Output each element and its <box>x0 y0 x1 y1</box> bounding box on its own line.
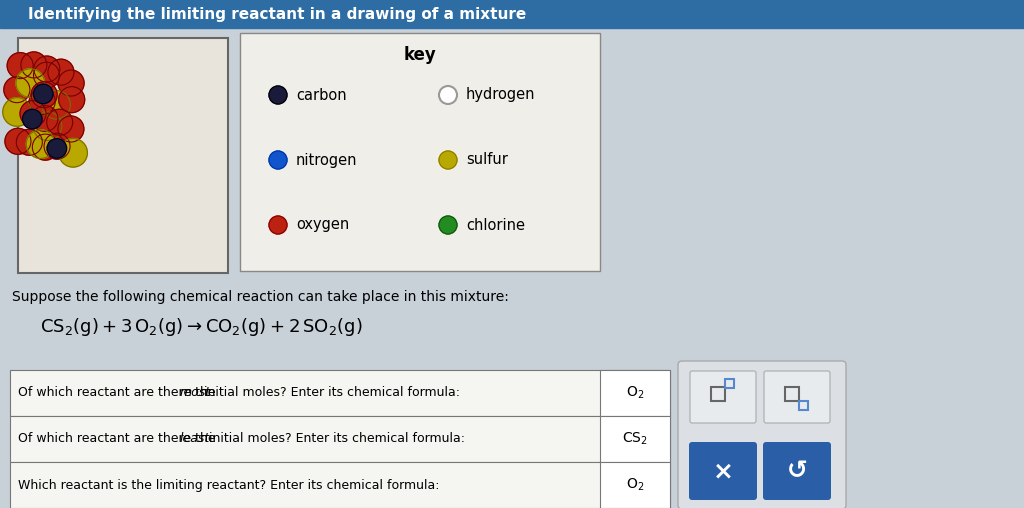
Text: hydrogen: hydrogen <box>466 87 536 103</box>
Circle shape <box>31 82 57 108</box>
Text: CS$_2$: CS$_2$ <box>622 431 648 447</box>
FancyBboxPatch shape <box>690 371 756 423</box>
Text: least: least <box>179 432 210 446</box>
Bar <box>10 370 670 416</box>
FancyBboxPatch shape <box>689 442 757 500</box>
Circle shape <box>23 109 42 129</box>
Text: Which reactant is the limiting reactant? Enter its chemical formula:: Which reactant is the limiting reactant?… <box>18 479 439 492</box>
Circle shape <box>34 84 53 104</box>
Circle shape <box>58 139 87 167</box>
Bar <box>600 462 670 508</box>
Bar <box>785 387 799 401</box>
Text: oxygen: oxygen <box>296 217 349 233</box>
Circle shape <box>33 112 61 141</box>
Circle shape <box>16 69 45 98</box>
Text: initial moles? Enter its chemical formula:: initial moles? Enter its chemical formul… <box>200 387 460 399</box>
Circle shape <box>58 116 84 142</box>
Text: key: key <box>403 46 436 64</box>
FancyBboxPatch shape <box>763 442 831 500</box>
Bar <box>240 33 600 271</box>
Circle shape <box>269 216 287 234</box>
FancyBboxPatch shape <box>764 371 830 423</box>
Circle shape <box>439 216 457 234</box>
Text: ↺: ↺ <box>786 459 808 483</box>
Text: most: most <box>179 387 211 399</box>
Circle shape <box>58 70 84 96</box>
Bar <box>600 416 670 462</box>
Circle shape <box>439 86 457 104</box>
Circle shape <box>34 56 59 82</box>
Text: initial moles? Enter its chemical formula:: initial moles? Enter its chemical formul… <box>205 432 465 446</box>
Bar <box>0 0 1024 28</box>
Text: Suppose the following chemical reaction can take place in this mixture:: Suppose the following chemical reaction … <box>12 290 509 304</box>
Text: Identifying the limiting reactant in a drawing of a mixture: Identifying the limiting reactant in a d… <box>28 7 526 21</box>
Bar <box>725 379 734 388</box>
Circle shape <box>30 88 55 114</box>
Circle shape <box>20 101 46 126</box>
Circle shape <box>269 86 287 104</box>
Bar <box>10 416 670 462</box>
Text: chlorine: chlorine <box>466 217 525 233</box>
Bar <box>18 38 228 273</box>
Circle shape <box>27 130 55 158</box>
Text: O$_2$: O$_2$ <box>626 385 644 401</box>
Text: Of which reactant are there the: Of which reactant are there the <box>18 432 219 446</box>
Circle shape <box>44 133 70 159</box>
Text: Of which reactant are there the: Of which reactant are there the <box>18 387 219 399</box>
Bar <box>799 401 808 410</box>
Circle shape <box>16 129 42 155</box>
Circle shape <box>34 62 59 88</box>
Circle shape <box>47 109 73 135</box>
Text: O$_2$: O$_2$ <box>626 477 644 493</box>
Circle shape <box>269 151 287 169</box>
Text: $\mathregular{CS_2(g)+3\,O_2(g)\rightarrow CO_2(g)+2\,SO_2(g)}$: $\mathregular{CS_2(g)+3\,O_2(g)\rightarr… <box>40 316 362 338</box>
Circle shape <box>48 59 74 85</box>
Circle shape <box>3 98 32 126</box>
Bar <box>711 387 725 401</box>
Circle shape <box>5 129 31 154</box>
Circle shape <box>4 77 30 103</box>
Circle shape <box>7 53 33 79</box>
Text: carbon: carbon <box>296 87 347 103</box>
Circle shape <box>58 87 85 113</box>
Circle shape <box>42 90 71 119</box>
Circle shape <box>47 139 67 158</box>
Bar <box>600 370 670 416</box>
Text: ×: × <box>713 459 733 483</box>
Bar <box>10 462 670 508</box>
FancyBboxPatch shape <box>678 361 846 508</box>
Text: sulfur: sulfur <box>466 152 508 168</box>
Circle shape <box>32 106 58 132</box>
Circle shape <box>20 52 47 78</box>
Circle shape <box>33 134 58 160</box>
Circle shape <box>439 151 457 169</box>
Text: nitrogen: nitrogen <box>296 152 357 168</box>
